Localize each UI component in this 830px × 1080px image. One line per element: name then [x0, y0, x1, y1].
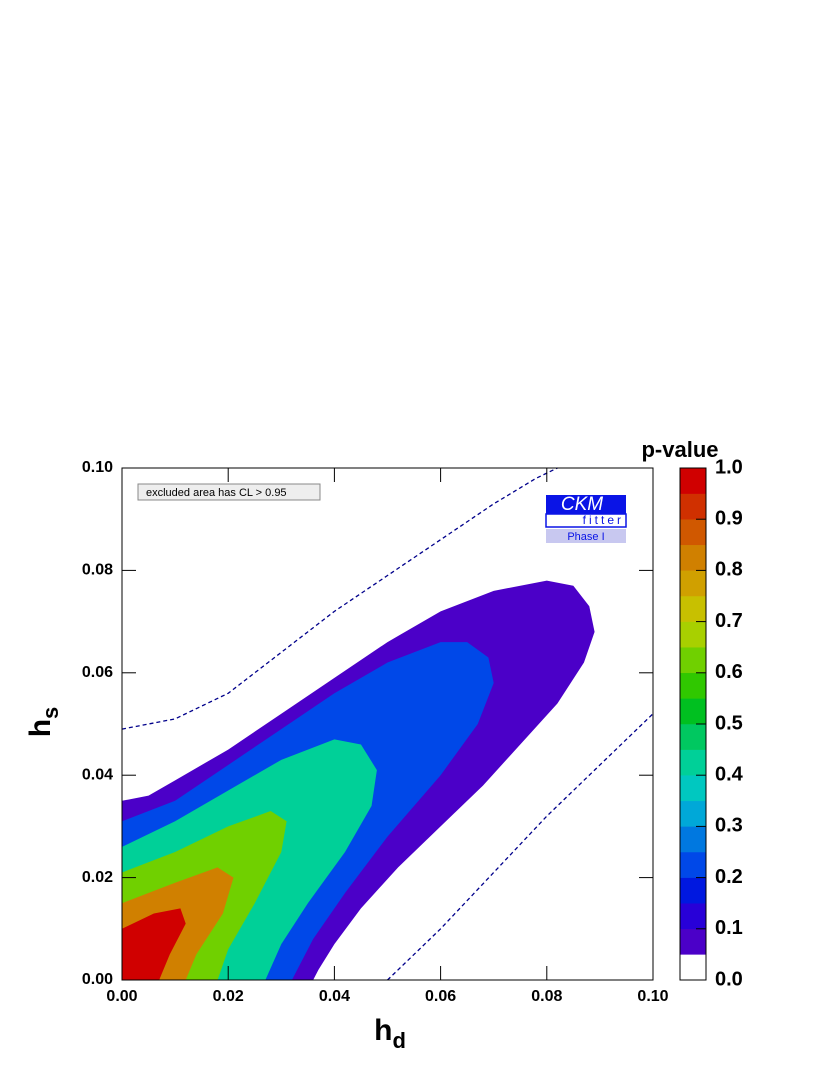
colorbar-band [679, 851, 707, 878]
colorbar-tick-label: 1.0 [715, 456, 743, 478]
colorbar-tick-label: 0.8 [715, 559, 743, 581]
colorbar-tick-label: 0.2 [715, 866, 743, 888]
x-axis-title-sub: d [392, 1028, 405, 1053]
colorbar-band [679, 672, 707, 699]
colorbar-band [679, 621, 707, 648]
colorbar-title: p-value [641, 437, 718, 462]
y-tick-label: 0.10 [82, 459, 113, 476]
legend-text: excluded area has CL > 0.95 [146, 487, 287, 499]
colorbar-band [679, 877, 707, 904]
logo-text: fitter [583, 513, 624, 527]
dashed-curve [387, 713, 654, 981]
colorbar-band [679, 723, 707, 750]
colorbar-tick-label: 0.3 [715, 815, 743, 837]
colorbar-band [679, 467, 707, 494]
x-axis-title: hd [374, 1014, 406, 1053]
colorbar-tick-label: 0.7 [715, 610, 743, 632]
colorbar-band [679, 570, 707, 597]
logo-middle [545, 513, 627, 528]
y-tick-label: 0.02 [82, 869, 113, 886]
logo-text: CKM [561, 494, 603, 515]
x-tick-label: 0.10 [637, 988, 668, 1005]
logo-top [546, 495, 626, 514]
colorbar-tick-label: 0.6 [715, 661, 743, 683]
y-tick-label: 0.06 [82, 664, 113, 681]
colorbar-band [679, 774, 707, 802]
colorbar-band [679, 800, 707, 827]
contour-region [122, 908, 186, 980]
logo-text: Phase I [567, 531, 604, 543]
x-tick-label: 0.06 [425, 988, 456, 1005]
colorbar-band [679, 544, 707, 571]
y-tick-label: 0.00 [82, 971, 113, 988]
colorbar-tick-label: 0.4 [715, 763, 744, 785]
x-axis-title-main: h [374, 1014, 392, 1047]
colorbar-tick-label: 0.9 [715, 507, 743, 529]
colorbar-band [679, 749, 707, 776]
y-axis-title-sub: s [38, 707, 63, 719]
y-axis-title-main: h [24, 719, 57, 737]
x-tick-label: 0.02 [213, 988, 244, 1005]
colorbar-band [679, 595, 707, 622]
colorbar-band [679, 646, 707, 674]
dashed-curve [121, 467, 558, 730]
plot-area [121, 467, 654, 981]
legend-box [137, 483, 321, 501]
y-axis-title: hs [24, 707, 63, 738]
colorbar-tick-label: 0.1 [715, 917, 743, 939]
x-tick-label: 0.04 [319, 988, 350, 1005]
colorbar-band [679, 518, 707, 546]
colorbar-band [679, 826, 707, 853]
colorbar-band [679, 902, 707, 930]
plot-frame [121, 467, 654, 981]
logo-bottom [546, 529, 626, 543]
colorbar-tick-label: 0.5 [715, 712, 743, 734]
colorbar-band [679, 698, 707, 725]
x-tick-label: 0.08 [531, 988, 562, 1005]
x-tick-label: 0.00 [106, 988, 137, 1005]
colorbar-band [679, 928, 707, 955]
colorbar-tick-label: 0.0 [715, 968, 743, 990]
colorbar-band [679, 954, 707, 981]
y-tick-label: 0.04 [82, 766, 113, 783]
y-tick-label: 0.08 [82, 562, 113, 579]
colorbar-band [679, 493, 707, 520]
